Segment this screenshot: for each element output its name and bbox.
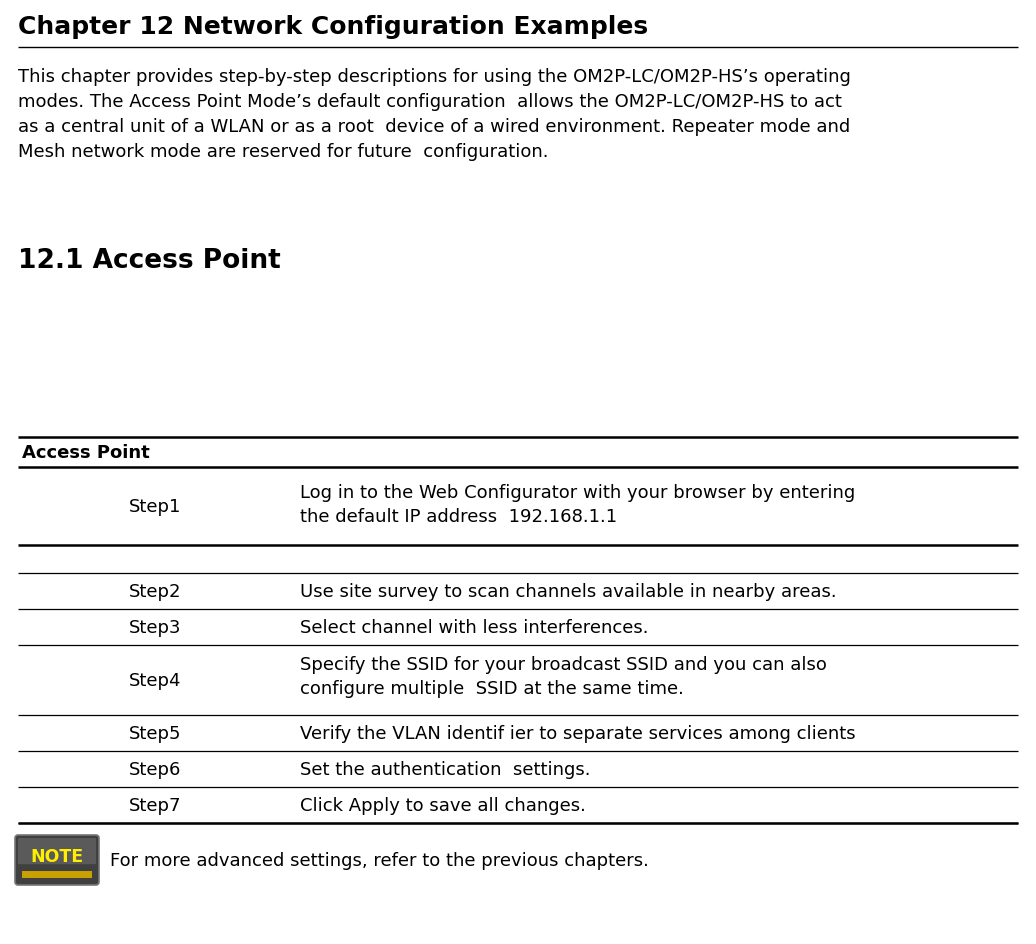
Text: the default IP address  192.168.1.1: the default IP address 192.168.1.1 [300,508,617,526]
Text: Step2: Step2 [128,582,181,600]
Text: Set the authentication  settings.: Set the authentication settings. [300,760,591,778]
Text: Step6: Step6 [128,760,181,778]
Text: This chapter provides step-by-step descriptions for using the OM2P-LC/OM2P-HS’s : This chapter provides step-by-step descr… [18,68,851,160]
Text: Log in to the Web Configurator with your browser by entering: Log in to the Web Configurator with your… [300,483,856,501]
Text: Step7: Step7 [128,796,181,814]
Text: NOTE: NOTE [30,847,84,865]
Text: Click Apply to save all changes.: Click Apply to save all changes. [300,796,586,814]
Text: configure multiple  SSID at the same time.: configure multiple SSID at the same time… [300,680,684,698]
Text: Use site survey to scan channels available in nearby areas.: Use site survey to scan channels availab… [300,582,837,600]
Bar [22,871,92,878]
FancyBboxPatch shape [15,835,99,885]
Text: Step1: Step1 [128,497,181,515]
Text: Step4: Step4 [128,671,181,689]
FancyBboxPatch shape [18,838,96,865]
Text: Verify the VLAN identif ier to separate services among clients: Verify the VLAN identif ier to separate … [300,724,856,742]
Text: Step3: Step3 [128,618,181,636]
Text: Step5: Step5 [128,724,181,742]
Text: Select channel with less interferences.: Select channel with less interferences. [300,618,649,636]
Text: Chapter 12 Network Configuration Examples: Chapter 12 Network Configuration Example… [18,15,649,39]
Text: Specify the SSID for your broadcast SSID and you can also: Specify the SSID for your broadcast SSID… [300,655,827,673]
Text: For more advanced settings, refer to the previous chapters.: For more advanced settings, refer to the… [110,851,649,869]
Text: 12.1 Access Point: 12.1 Access Point [18,247,281,274]
Text: Access Point: Access Point [22,444,150,462]
